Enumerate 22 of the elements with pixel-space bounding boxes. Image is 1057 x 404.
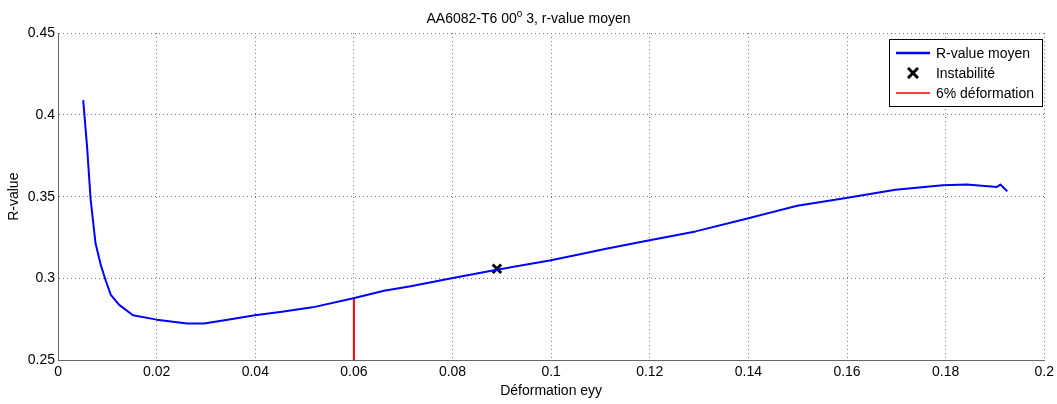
x-tick-label: 0.18 [932,362,960,379]
y-tick-label: 0.25 [27,351,56,368]
x-axis-title: Déformation eyy [500,382,603,399]
chart-title: AA6082-T6 00$^{o}$ 3, r-value moyen [425,8,632,26]
y-axis-title: R-value [5,172,22,221]
x-tick-label: 0.2 [1034,362,1055,379]
x-tick-label: 0.08 [438,362,467,379]
legend-label: 6% déformation [935,85,1034,101]
x-tick-label: 0 [54,362,63,379]
y-tick-label: 0.3 [35,269,56,286]
legend-label: R-value moyen [935,45,1031,61]
x-tick-label: 0.1 [541,362,562,379]
x-tick-label: 0.12 [636,362,664,379]
x-tick-label: 0.04 [241,362,270,379]
x-tick-label: 0.06 [340,362,368,379]
y-tick-label: 0.35 [27,187,56,204]
legend-label: Instabilité [935,65,996,81]
x-tick-label: 0.02 [143,362,171,379]
x-tick-label: 0.16 [833,362,861,379]
y-tick-label: 0.45 [27,23,56,40]
x-tick-label: 0.14 [734,362,763,379]
y-tick-label: 0.4 [35,105,56,122]
